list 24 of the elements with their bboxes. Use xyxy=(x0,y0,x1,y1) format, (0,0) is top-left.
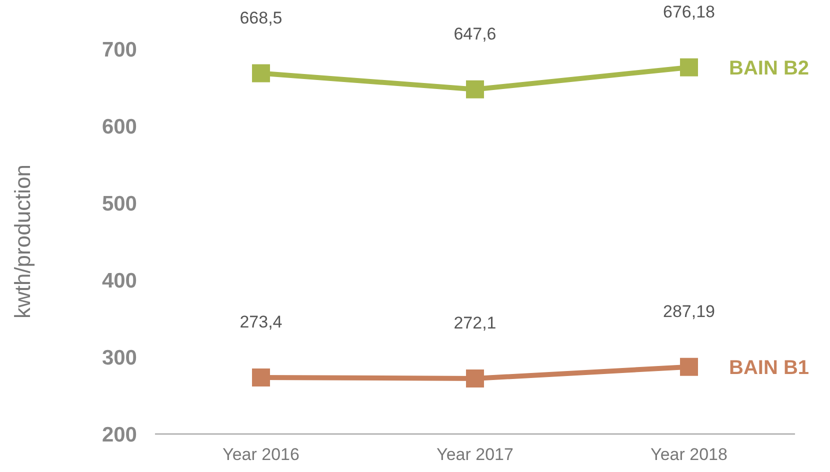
point xyxy=(680,358,698,376)
y-tick-label: 600 xyxy=(102,115,137,138)
data-label: 647,6 xyxy=(454,24,496,44)
series-label: BAIN B1 xyxy=(729,356,810,379)
data-label: 272,1 xyxy=(454,313,496,332)
x-tick-label: Year 2018 xyxy=(650,445,728,464)
point xyxy=(466,80,484,98)
y-tick-label: 200 xyxy=(102,423,137,446)
data-label: 273,4 xyxy=(240,312,282,332)
data-label: 676,18 xyxy=(663,2,715,22)
point xyxy=(680,58,698,76)
x-tick-label: Year 2016 xyxy=(222,445,300,464)
y-tick-label: 500 xyxy=(102,192,137,216)
data-label: 668,5 xyxy=(240,8,282,28)
y-tick-label: 400 xyxy=(102,269,137,292)
y-tick-label: 300 xyxy=(102,346,137,370)
y-axis-title: kwth/production xyxy=(10,164,35,319)
point xyxy=(466,369,484,388)
point xyxy=(252,368,270,386)
data-label: 287,19 xyxy=(663,302,715,321)
series-label: BAIN B2 xyxy=(729,57,810,80)
y-tick-label: 700 xyxy=(102,38,137,62)
point xyxy=(252,64,270,82)
x-tick-label: Year 2017 xyxy=(436,445,514,464)
